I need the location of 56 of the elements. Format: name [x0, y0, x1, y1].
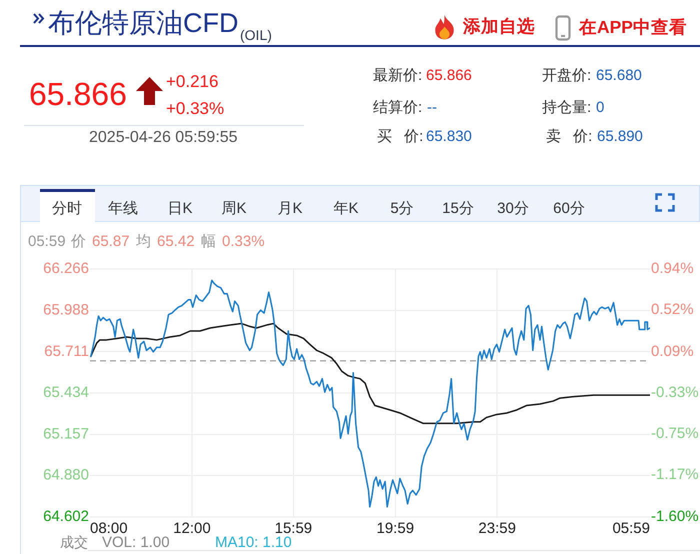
y-tick-label: 65.988 [43, 302, 89, 319]
text: 65.866 [29, 76, 127, 112]
text: 价 [71, 233, 86, 250]
chart-title: 布伦特原油CFD [48, 8, 238, 38]
text: 在APP中查看 [579, 17, 687, 37]
text: 30分 [497, 200, 529, 217]
text: 65.866 [426, 67, 472, 84]
text: 幅 [201, 233, 216, 250]
y-tick-label: 65.434 [43, 384, 89, 402]
text: 05:59 [28, 233, 66, 250]
text: 0.33% [222, 233, 265, 250]
text: 最新价: [373, 67, 422, 84]
text: 买 价: [377, 128, 424, 145]
y-tick-label: 66.266 [43, 260, 89, 278]
y-tick-label: 64.602 [43, 508, 89, 526]
text: 5分 [390, 200, 414, 217]
text: 结算价: [373, 99, 422, 116]
text: 周K [221, 200, 247, 217]
text: 65.42 [157, 233, 195, 250]
y2-tick-label: 0.52% [651, 301, 694, 318]
text: 60分 [553, 200, 585, 217]
text: -- [427, 99, 437, 116]
text: 65.87 [92, 233, 130, 250]
y2-tick-label: 0.94% [651, 260, 694, 278]
text: 65.830 [426, 128, 472, 145]
text: 年K [333, 200, 359, 217]
y-tick-label: 65.711 [44, 342, 89, 360]
text: 月K [277, 200, 303, 217]
y2-tick-label: 0.09% [651, 343, 694, 360]
text: 均 [136, 233, 151, 250]
text: 65.890 [597, 128, 643, 145]
x-tick-label: 12:00 [173, 520, 211, 538]
text: 分时 [52, 200, 82, 217]
y2-tick-label: -0.75% [651, 425, 699, 442]
y2-tick-label: -0.33% [651, 384, 699, 402]
y2-tick-label: -1.17% [651, 466, 699, 484]
x-tick-label: 05:59 [612, 520, 650, 538]
text: +0.33% [166, 99, 224, 118]
y-tick-label: 65.157 [43, 425, 89, 442]
text: 卖 价: [546, 128, 592, 145]
chart-subtitle: (OIL) [240, 27, 272, 43]
text: 65.680 [596, 67, 642, 84]
text: +0.216 [166, 72, 218, 91]
x-tick-label: 23:59 [478, 520, 516, 538]
text: 2025-04-26 05:59:55 [89, 129, 238, 146]
text: 成交 [60, 534, 88, 550]
text: 日K [167, 200, 193, 217]
y-tick-label: 64.880 [43, 466, 89, 484]
y2-tick-label: -1.60% [651, 508, 699, 526]
text: 开盘价: [542, 67, 592, 84]
text: 持仓量: [542, 99, 592, 116]
x-tick-label: 19:59 [376, 520, 414, 538]
text: 0 [596, 99, 604, 116]
text: 年线 [108, 200, 138, 217]
text: 添加自选 [463, 16, 535, 36]
text: 15分 [442, 200, 474, 217]
